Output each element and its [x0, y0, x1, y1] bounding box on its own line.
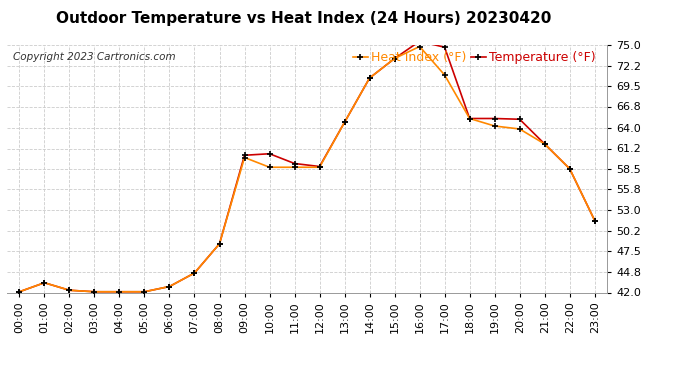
Heat Index (°F) — [515, 127, 524, 131]
Temperature (°F) — [40, 280, 48, 285]
Temperature (°F) — [140, 290, 148, 294]
Temperature (°F) — [591, 218, 599, 223]
Heat Index (°F) — [591, 218, 599, 223]
Heat Index (°F) — [491, 124, 499, 128]
Temperature (°F) — [115, 290, 124, 294]
Temperature (°F) — [215, 242, 224, 246]
Temperature (°F) — [566, 166, 574, 171]
Temperature (°F) — [240, 153, 248, 158]
Temperature (°F) — [415, 39, 424, 44]
Temperature (°F) — [466, 116, 474, 121]
Heat Index (°F) — [166, 284, 174, 289]
Heat Index (°F) — [440, 73, 449, 77]
Temperature (°F) — [66, 288, 74, 292]
Heat Index (°F) — [366, 76, 374, 80]
Heat Index (°F) — [315, 165, 324, 170]
Heat Index (°F) — [115, 290, 124, 294]
Line: Temperature (°F): Temperature (°F) — [16, 38, 598, 295]
Heat Index (°F) — [566, 166, 574, 171]
Temperature (°F) — [15, 290, 23, 294]
Legend: Heat Index (°F), Temperature (°F): Heat Index (°F), Temperature (°F) — [348, 46, 601, 69]
Heat Index (°F) — [415, 44, 424, 49]
Temperature (°F) — [366, 76, 374, 80]
Heat Index (°F) — [40, 280, 48, 285]
Heat Index (°F) — [66, 288, 74, 292]
Heat Index (°F) — [540, 142, 549, 146]
Text: Outdoor Temperature vs Heat Index (24 Hours) 20230420: Outdoor Temperature vs Heat Index (24 Ho… — [56, 11, 551, 26]
Temperature (°F) — [190, 271, 199, 275]
Heat Index (°F) — [190, 271, 199, 275]
Heat Index (°F) — [391, 56, 399, 61]
Temperature (°F) — [290, 161, 299, 166]
Text: Copyright 2023 Cartronics.com: Copyright 2023 Cartronics.com — [13, 53, 175, 62]
Heat Index (°F) — [140, 290, 148, 294]
Line: Heat Index (°F): Heat Index (°F) — [16, 43, 598, 295]
Temperature (°F) — [440, 45, 449, 50]
Heat Index (°F) — [266, 165, 274, 170]
Heat Index (°F) — [290, 165, 299, 170]
Heat Index (°F) — [340, 120, 348, 124]
Temperature (°F) — [90, 290, 99, 294]
Temperature (°F) — [166, 284, 174, 289]
Heat Index (°F) — [215, 242, 224, 246]
Temperature (°F) — [515, 117, 524, 122]
Heat Index (°F) — [15, 290, 23, 294]
Heat Index (°F) — [240, 155, 248, 160]
Heat Index (°F) — [90, 290, 99, 294]
Temperature (°F) — [391, 56, 399, 61]
Temperature (°F) — [340, 120, 348, 124]
Temperature (°F) — [315, 164, 324, 169]
Temperature (°F) — [266, 152, 274, 156]
Temperature (°F) — [540, 142, 549, 146]
Heat Index (°F) — [466, 116, 474, 121]
Temperature (°F) — [491, 116, 499, 121]
